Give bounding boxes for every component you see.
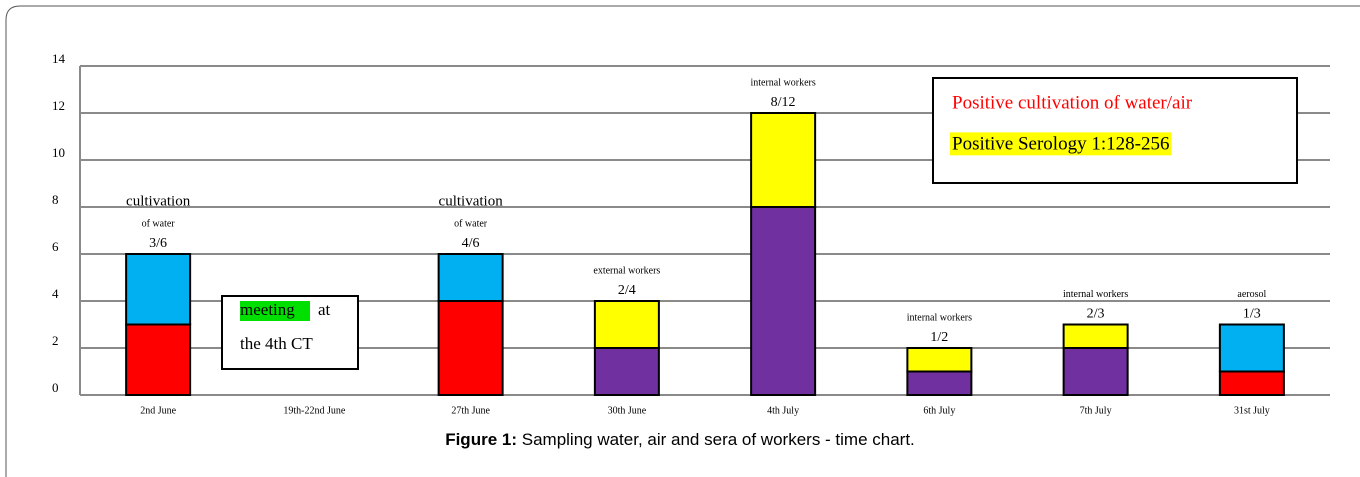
bar-label: internal workers: [750, 77, 815, 88]
bar-segment: [1218, 323, 1285, 373]
y-tick-label: 6: [52, 239, 59, 254]
bar-label: 8/12: [771, 95, 796, 110]
bar-segment: [750, 206, 817, 396]
y-tick-label: 12: [52, 98, 65, 113]
caption: Figure 1: Sampling water, air and sera o…: [445, 430, 915, 449]
note-text: the 4th CT: [240, 334, 313, 353]
x-tick-label: 31st July: [1234, 405, 1270, 416]
x-tick-label: 7th July: [1080, 405, 1112, 416]
bar-segment: [750, 112, 817, 208]
note-highlight: [240, 301, 310, 321]
x-tick-label: 2nd June: [140, 405, 176, 416]
bar-segment: [125, 253, 192, 326]
bar-label: 2/3: [1087, 307, 1105, 322]
bar-segment: [1062, 323, 1129, 349]
bar-segment: [437, 300, 504, 396]
x-tick-label: 4th July: [767, 405, 799, 416]
bar-segment: [437, 253, 504, 302]
bar-label: 2/4: [618, 283, 636, 298]
bar-label: aerosol: [1237, 289, 1266, 300]
legend-box: [932, 77, 1298, 184]
legend-label: Positive Serology 1:128-256: [952, 133, 1169, 154]
y-tick-label: 4: [52, 286, 59, 301]
note-highlight-text: meeting: [240, 300, 295, 319]
y-tick-label: 8: [52, 192, 59, 207]
bar-label: external workers: [593, 265, 660, 276]
y-tick-label: 10: [52, 145, 65, 160]
x-tick-label: 27th June: [451, 405, 490, 416]
bar-label: cultivation: [439, 193, 504, 209]
y-tick-label: 2: [52, 333, 59, 348]
frame: [5, 5, 1360, 477]
bar-label: cultivation: [126, 193, 191, 209]
bar-label: internal workers: [907, 312, 972, 323]
bar-segment: [593, 347, 660, 396]
bar-segment: [125, 323, 192, 396]
bar-label: 3/6: [149, 236, 167, 251]
caption-label: Figure 1:: [445, 430, 517, 449]
bar-label: 1/2: [930, 330, 948, 345]
bar-label: 1/3: [1243, 307, 1261, 322]
bar-label: 4/6: [462, 236, 480, 251]
bar-label: internal workers: [1063, 289, 1128, 300]
bar-segment: [906, 347, 973, 373]
legend-swatch: [950, 132, 1172, 156]
note-text: at: [318, 300, 331, 319]
y-tick-label: 14: [52, 51, 66, 66]
x-tick-label: 6th July: [923, 405, 955, 416]
legend-label: Positive cultivation of water/air: [952, 92, 1193, 113]
y-tick-label: 0: [52, 380, 59, 395]
bar-label: of water: [454, 218, 488, 229]
x-tick-label: 30th June: [608, 405, 647, 416]
bar-segment: [1218, 370, 1285, 396]
bar-label: of water: [142, 218, 176, 229]
x-tick-label: 19th-22nd June: [283, 405, 346, 416]
bar-segment: [906, 370, 973, 396]
bar-segment: [1062, 347, 1129, 396]
bar-segment: [593, 300, 660, 349]
caption-text: Sampling water, air and sera of workers …: [522, 430, 915, 449]
